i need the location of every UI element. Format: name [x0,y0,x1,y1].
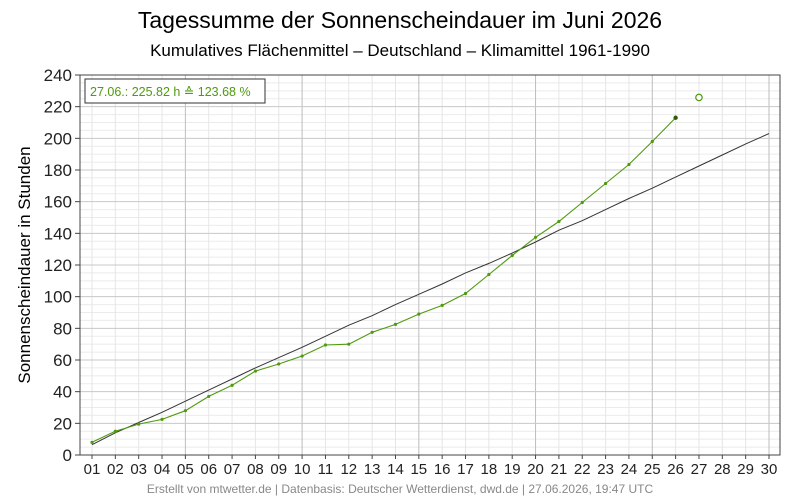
x-tick-label: 22 [574,461,591,478]
x-tick-label: 23 [597,461,614,478]
y-tick-label: 60 [53,351,72,370]
y-tick-label: 20 [53,414,72,433]
data-point [673,115,678,120]
data-point [533,235,538,239]
x-tick-label: 02 [107,461,124,478]
x-tick-label: 19 [504,461,521,478]
x-tick-label: 11 [318,461,334,478]
y-tick-label: 180 [44,161,72,180]
x-tick-label: 12 [340,461,357,478]
x-tick-label: 13 [364,461,381,478]
y-tick-label: 0 [63,446,72,465]
data-point [277,362,281,366]
data-point [393,322,398,326]
x-tick-label: 20 [527,461,544,478]
chart-subtitle: Kumulatives Flächenmittel – Deutschland … [150,41,650,60]
forecast-point [695,93,703,102]
x-tick-label: 27 [691,461,708,478]
data-point [580,200,584,205]
data-point [253,369,258,373]
grid [80,74,780,456]
x-tick-label: 26 [667,461,684,478]
y-tick-label: 240 [44,66,72,85]
x-tick-label: 14 [387,461,404,478]
data-point [487,272,491,277]
x-tick-label: 15 [410,461,427,478]
data-point [207,394,211,399]
y-tick-label: 40 [53,383,72,402]
x-tick-label: 04 [154,461,171,478]
y-tick-label: 140 [44,224,72,243]
data-point [230,383,234,387]
data-point [463,291,468,296]
data-point [603,181,608,186]
x-axis-ticks: 01 02 03 04 05 06 07 08 09 10 11 12 13 14 15 16 17 18 19 20… [84,455,778,478]
chart-title: Tagessumme der Sonnenscheindauer im Juni… [138,7,662,33]
y-tick-label: 100 [44,288,72,307]
series-layer [90,93,770,446]
x-tick-label: 30 [761,461,778,478]
data-point [90,440,94,444]
y-axis-ticks: 0 20 40 60 80 100 120 140 160 180 200 220 240 [44,66,80,465]
x-tick-label: 16 [434,461,451,478]
data-point [370,330,374,334]
data-point [650,139,654,144]
y-tick-label: 160 [44,193,72,212]
data-point [510,253,514,258]
data-point [137,422,141,426]
data-point [113,429,117,433]
x-tick-label: 05 [177,461,194,478]
y-tick-label: 220 [44,98,72,117]
data-point [347,342,351,346]
x-tick-label: 06 [200,461,217,478]
y-tick-label: 120 [44,256,72,275]
data-point [300,354,304,358]
x-tick-label: 07 [224,461,241,478]
y-tick-label: 200 [44,129,72,148]
x-tick-label: 24 [621,461,638,478]
data-point [160,417,164,421]
x-tick-label: 10 [294,461,311,478]
annotation-box: 27.06.: 225.82 h ≙ 123.68 % [84,78,266,104]
x-tick-label: 29 [737,461,754,478]
x-tick-label: 09 [270,461,287,478]
data-point [183,409,187,413]
plot-frame [79,74,781,456]
y-tick-label: 80 [53,319,72,338]
x-tick-label: 17 [457,461,474,478]
x-tick-label: 28 [714,461,731,478]
x-tick-label: 18 [481,461,498,478]
annotation-frame [84,78,266,104]
x-tick-label: 01 [84,461,101,478]
data-point [557,219,561,224]
footer-credit: Erstellt von mtwetter.de | Datenbasis: D… [147,482,654,496]
data-point [440,303,444,307]
x-tick-label: 25 [644,461,661,478]
annotation-text: 27.06.: 225.82 h ≙ 123.68 % [90,85,251,99]
series-line-climate-mean [91,133,770,446]
x-tick-label: 03 [130,461,147,478]
x-tick-label: 08 [247,461,264,478]
x-tick-label: 21 [551,461,568,478]
series-line-2026 [91,117,676,443]
data-point [627,162,631,167]
y-axis-label: Sonnenscheindauer in Stunden [15,146,34,383]
data-point [323,343,328,347]
data-point [417,312,421,316]
